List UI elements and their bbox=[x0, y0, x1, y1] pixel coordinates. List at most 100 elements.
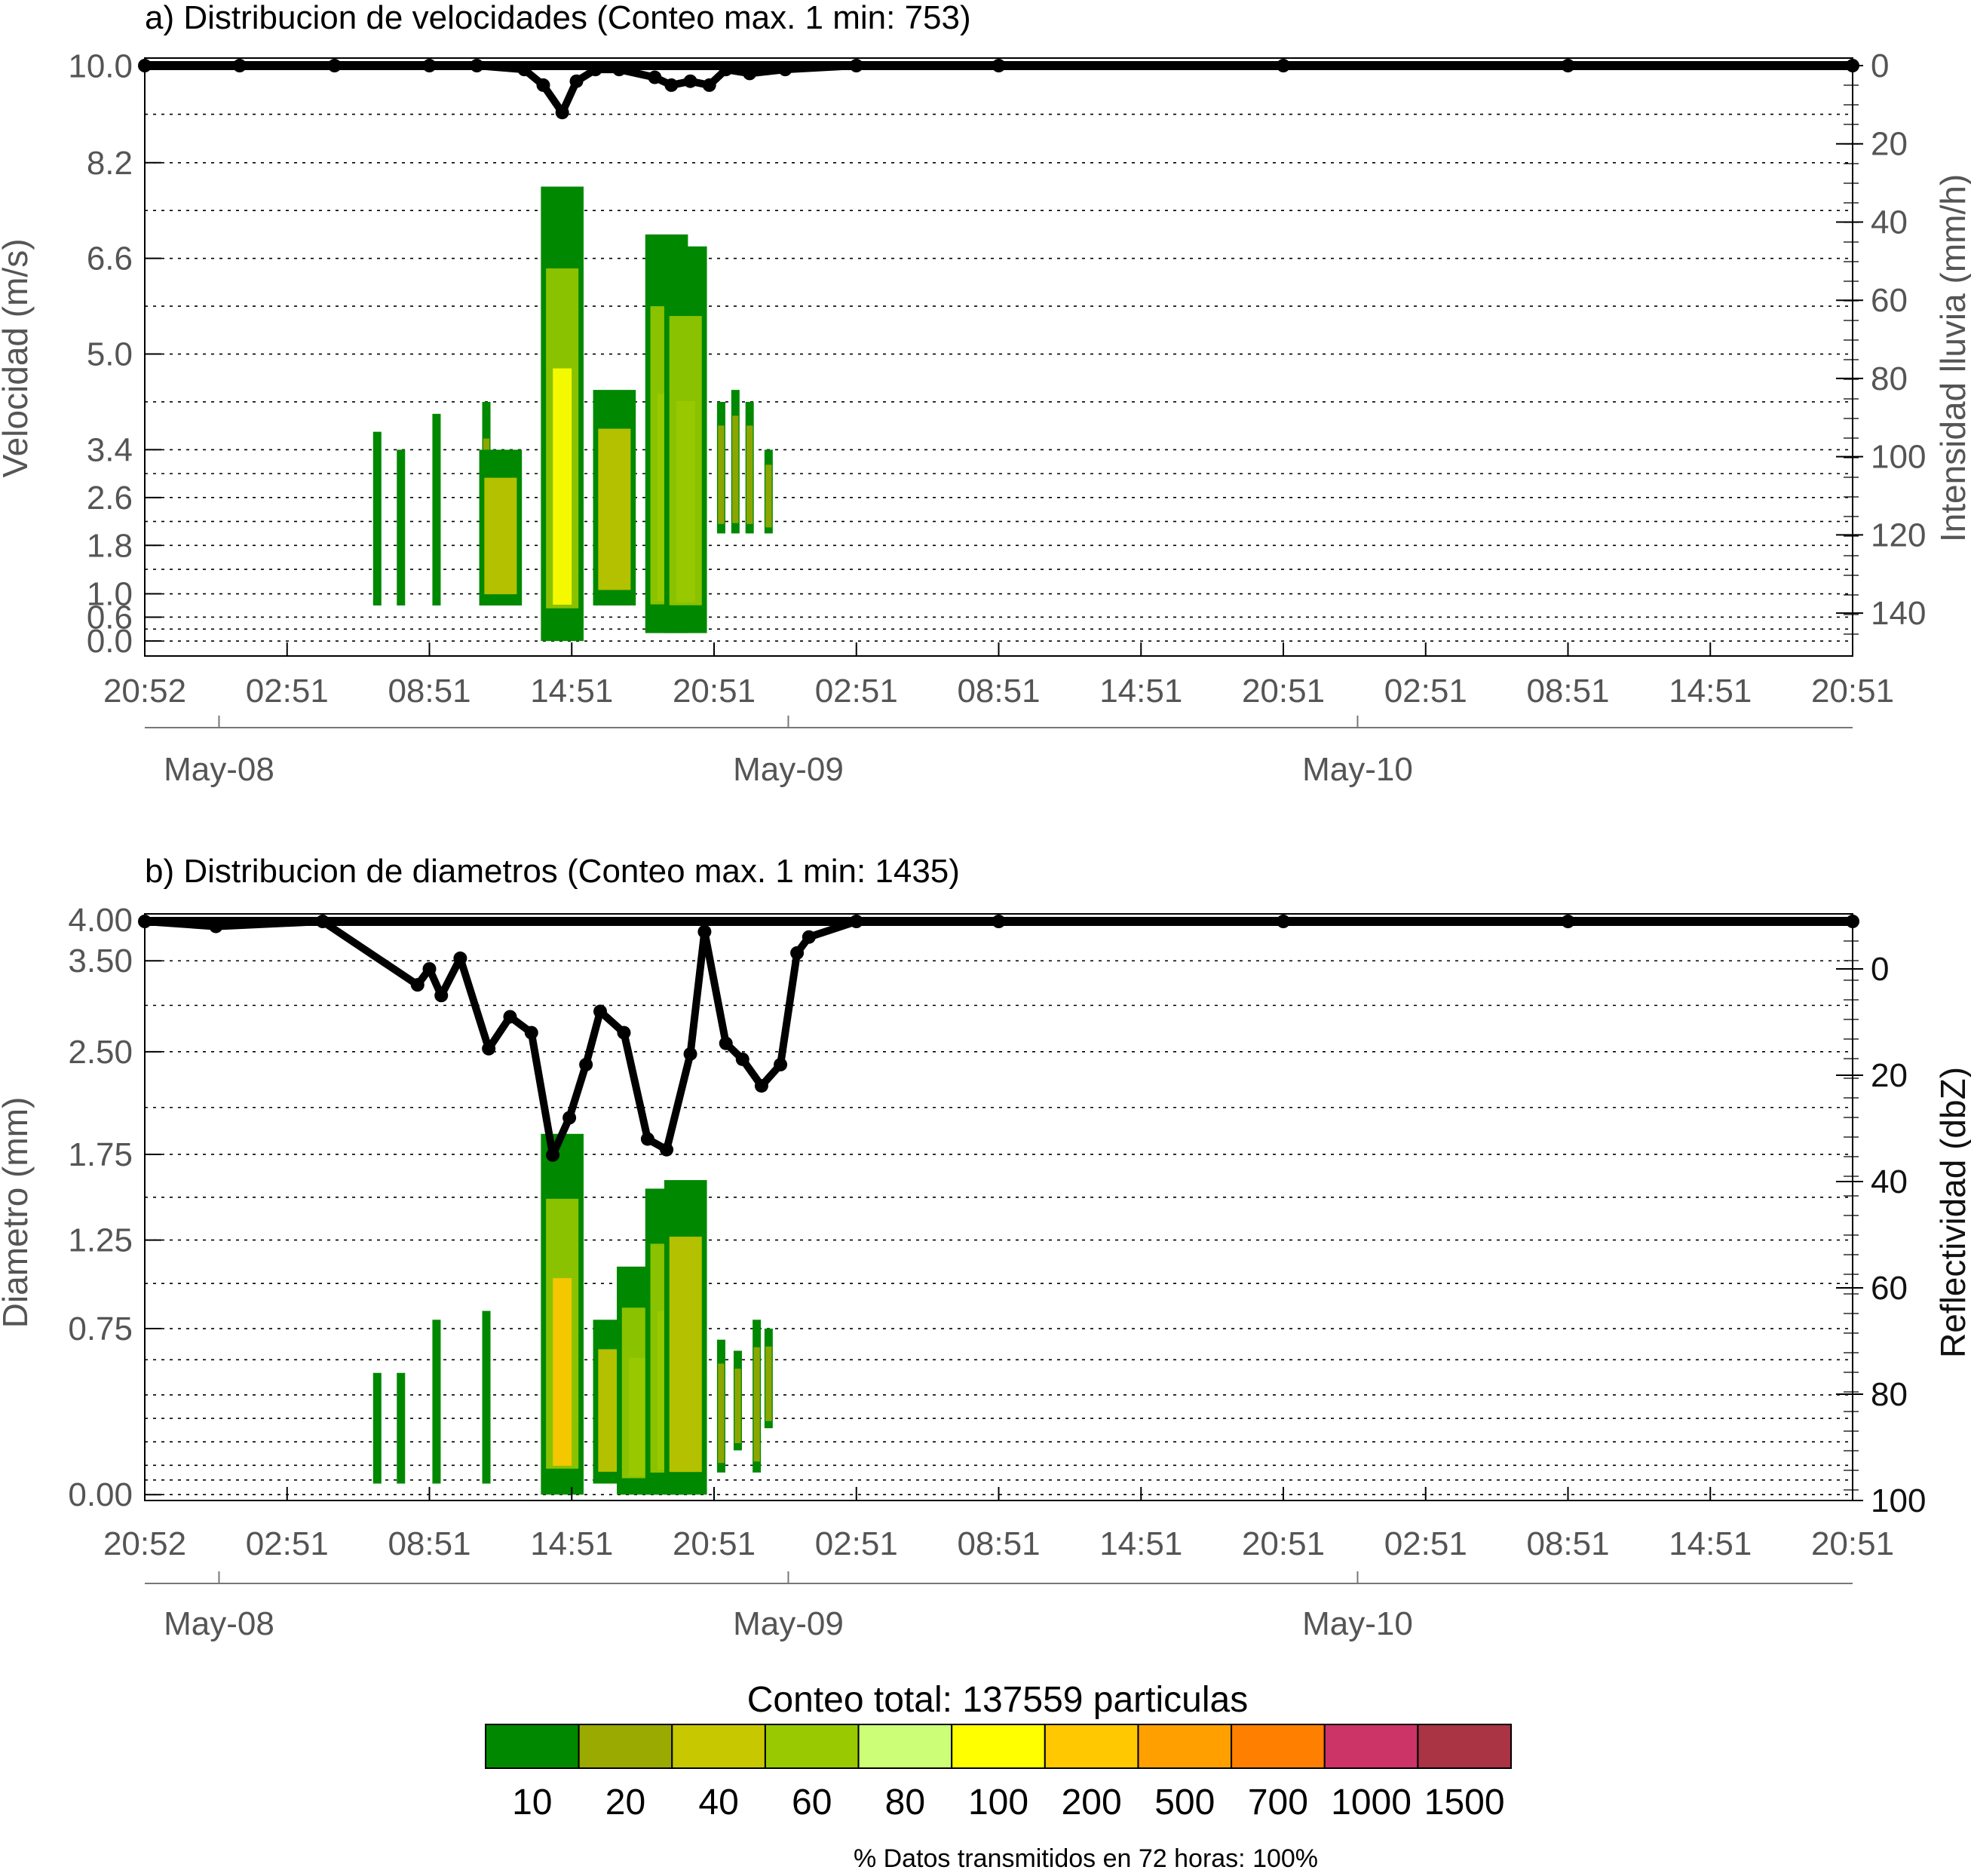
series-point bbox=[617, 1025, 631, 1040]
x-tick-label: 14:51 bbox=[1669, 1525, 1752, 1562]
x-tick-label: 02:51 bbox=[246, 1525, 329, 1562]
right-tick-label: 80 bbox=[1871, 1376, 1908, 1413]
diameter-time-ticks: 20:52 02:51 08:51 14:51 20:51 02:51 08:51 14:51… bbox=[103, 1487, 1894, 1562]
series-point bbox=[434, 989, 449, 1003]
date-tick-label: May-08 bbox=[164, 751, 274, 788]
colorbar-swatch bbox=[1231, 1724, 1326, 1769]
velocity-y-axis-label: Velocidad (m/s) bbox=[0, 238, 35, 477]
distribution-column-mid bbox=[718, 425, 725, 524]
distribution-column bbox=[372, 1372, 382, 1484]
velocity-panel: a) Distribucion de velocidades (Conteo m… bbox=[0, 0, 1971, 788]
distribution-column-mid bbox=[765, 1346, 772, 1421]
date-tick-label: May-10 bbox=[1302, 751, 1413, 788]
series-point bbox=[569, 74, 584, 88]
colorbar-label: 700 bbox=[1248, 1783, 1308, 1822]
distribution-column bbox=[745, 401, 754, 534]
colorbar-label: 1500 bbox=[1424, 1783, 1505, 1822]
diameter-panel: b) Distribucion de diametros (Conteo max… bbox=[0, 853, 1971, 1642]
series-point bbox=[536, 78, 550, 92]
distribution-column-mid bbox=[765, 464, 772, 528]
series-point bbox=[660, 1142, 674, 1157]
distribution-column bbox=[764, 1329, 773, 1429]
series-point bbox=[593, 1004, 607, 1019]
series-point bbox=[683, 1047, 697, 1061]
series-point bbox=[697, 924, 712, 939]
x-tick-label: 20:51 bbox=[1242, 673, 1325, 710]
distribution-column bbox=[731, 390, 740, 534]
colorbar-label: 10 bbox=[512, 1783, 552, 1822]
x-tick-label: 20:51 bbox=[673, 673, 756, 710]
x-tick-label: 14:51 bbox=[1099, 1525, 1182, 1562]
right-tick-label: 0 bbox=[1871, 48, 1889, 84]
y-tick-label: 5.0 bbox=[87, 336, 133, 373]
series-point bbox=[754, 1079, 768, 1093]
y-tick-label: 6.6 bbox=[87, 241, 133, 277]
diameter-date-axis: May-08 May-09 May-10 bbox=[145, 1571, 1853, 1642]
date-tick-label: May-09 bbox=[733, 1605, 844, 1642]
colorbar-label: 1000 bbox=[1331, 1783, 1412, 1822]
right-tick-label: 100 bbox=[1871, 439, 1926, 476]
rain-rate-series bbox=[138, 59, 1859, 120]
colorbar-label: 500 bbox=[1154, 1783, 1215, 1822]
x-tick-label: 14:51 bbox=[1669, 673, 1752, 710]
series-line bbox=[145, 62, 1853, 117]
distribution-column-core bbox=[676, 400, 695, 602]
y-tick-label: 0.0 bbox=[87, 623, 133, 660]
x-tick-label: 02:51 bbox=[1384, 673, 1467, 710]
series-point bbox=[422, 962, 437, 976]
colorbar-swatch bbox=[764, 1724, 860, 1769]
colorbar-label: 100 bbox=[968, 1783, 1028, 1822]
x-tick-label: 20:51 bbox=[1811, 673, 1894, 710]
colorbar-swatches bbox=[485, 1724, 1513, 1769]
y-tick-label: 1.75 bbox=[68, 1136, 133, 1173]
right-tick-label: 60 bbox=[1871, 282, 1908, 319]
x-tick-label: 02:51 bbox=[1384, 1525, 1467, 1562]
x-tick-label: 20:51 bbox=[1811, 1525, 1894, 1562]
distribution-column-core bbox=[553, 1278, 572, 1466]
colorbar-label: 80 bbox=[885, 1783, 925, 1822]
y-tick-label: 2.6 bbox=[87, 480, 133, 517]
distribution-column bbox=[541, 186, 584, 642]
series-point bbox=[482, 1041, 496, 1056]
x-tick-label: 14:51 bbox=[530, 1525, 613, 1562]
distribution-column-mid bbox=[718, 1363, 725, 1464]
right-tick-label: 60 bbox=[1871, 1270, 1908, 1307]
distribution-column-core bbox=[553, 368, 572, 605]
distribution-column-core bbox=[628, 1357, 648, 1477]
x-tick-label: 14:51 bbox=[530, 673, 613, 710]
distribution-column bbox=[541, 1133, 584, 1495]
transmission-footer: % Datos transmitidos en 72 horas: 100% bbox=[854, 1844, 1318, 1873]
series-point bbox=[735, 1052, 749, 1066]
colorbar-swatch bbox=[1417, 1724, 1513, 1769]
date-tick-label: May-08 bbox=[164, 1605, 274, 1642]
series-point bbox=[640, 1132, 654, 1146]
series-point bbox=[546, 1148, 560, 1162]
distribution-column-mid bbox=[484, 477, 517, 595]
y-tick-label: 1.0 bbox=[87, 576, 133, 613]
distribution-column-outer bbox=[372, 431, 382, 605]
diameter-panel-title: b) Distribucion de diametros (Conteo max… bbox=[145, 853, 960, 890]
colorbar-title: Conteo total: 137559 particulas bbox=[747, 1680, 1248, 1720]
distribution-column-mid bbox=[746, 425, 753, 524]
y-tick-label: 0.00 bbox=[68, 1476, 133, 1513]
colorbar-label: 60 bbox=[792, 1783, 832, 1822]
series-point bbox=[453, 951, 467, 965]
distribution-column bbox=[397, 449, 406, 605]
x-tick-label: 02:51 bbox=[815, 673, 898, 710]
colorbar-swatch bbox=[951, 1724, 1046, 1769]
y-tick-label: 0.75 bbox=[68, 1310, 133, 1347]
x-tick-label: 08:51 bbox=[388, 673, 471, 710]
right-tick-label: 120 bbox=[1871, 517, 1926, 553]
distribution-column-outer bbox=[432, 413, 441, 605]
y-tick-label: 3.4 bbox=[87, 431, 133, 468]
diameter-distribution bbox=[372, 1133, 773, 1495]
distribution-column bbox=[432, 1320, 441, 1484]
y-tick-label: 10.0 bbox=[68, 48, 133, 84]
reflectivity-axis-label: Reflectividad (dbZ) bbox=[1933, 1067, 1971, 1358]
x-tick-label: 02:51 bbox=[815, 1525, 898, 1562]
x-tick-label: 02:51 bbox=[246, 673, 329, 710]
x-tick-label: 08:51 bbox=[957, 673, 1040, 710]
distribution-column-mid bbox=[669, 1237, 702, 1473]
x-tick-label: 08:51 bbox=[388, 1525, 471, 1562]
